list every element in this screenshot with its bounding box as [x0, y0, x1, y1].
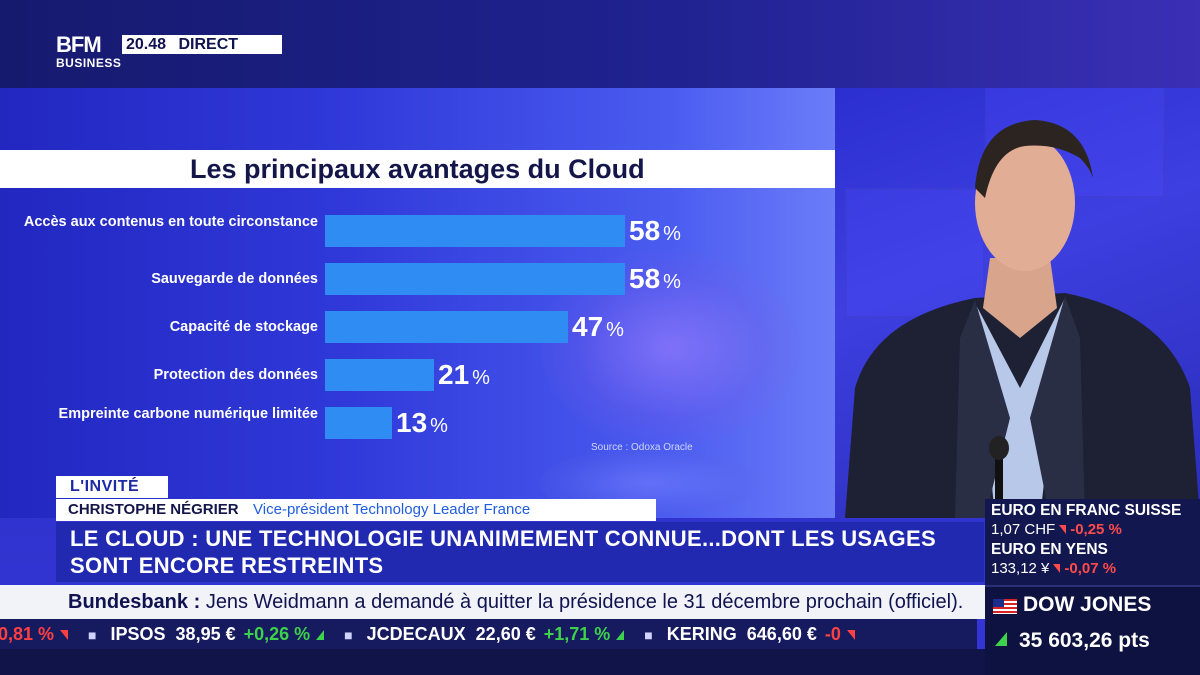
- bar-value-label: 21%: [438, 359, 490, 394]
- guest-nameplate: CHRISTOPHE NÉGRIER Vice-président Techno…: [56, 499, 656, 521]
- bar-label: Accès aux contenus en toute circonstance: [23, 214, 318, 230]
- bar-value-unit: %: [430, 415, 448, 437]
- stock-ticker: -0,81 % ■ IPSOS 38,95 € +0,26 % ■ JCDECAUX 22,6…: [0, 619, 977, 649]
- down-arrow-icon: [60, 630, 69, 641]
- up-arrow-icon: [616, 630, 625, 641]
- stock-name: IPSOS: [110, 624, 166, 644]
- broadcast-time: 20.48: [126, 36, 167, 53]
- eur-jpy-value: 133,12 ¥: [991, 560, 1050, 577]
- bar-label: Capacité de stockage: [169, 319, 318, 335]
- stock-price: 646,60 €: [746, 624, 817, 644]
- eur-jpy-title: EURO EN YENS: [991, 541, 1108, 558]
- bar-value-label: 58%: [629, 215, 681, 250]
- chart-panel: Les principaux avantages du Cloud Accès …: [0, 88, 835, 518]
- clock-box: 20.48 DIRECT: [122, 35, 282, 54]
- bar-label: Empreinte carbone numérique limitée: [58, 406, 318, 422]
- logo-business-text: BUSINESS: [56, 56, 122, 70]
- stock-change: +0,26 %: [243, 624, 311, 644]
- bar-value-number: 21: [438, 359, 470, 390]
- bar: [325, 263, 625, 295]
- bar-value-unit: %: [472, 367, 490, 389]
- markets-divider: [985, 585, 1200, 587]
- top-band: BFM BUSINESS 20.48 DIRECT: [0, 0, 1200, 88]
- dow-jones-box: DOW JONES 35 603,26 pts: [985, 587, 1200, 675]
- bar-value-number: 58: [629, 215, 661, 246]
- bottom-strip: [0, 649, 985, 675]
- news-ticker-source: Bundesbank :: [68, 591, 201, 613]
- bar-label: Sauvegarde de données: [151, 271, 318, 287]
- bar: [325, 215, 625, 247]
- bar-label: Protection des données: [153, 367, 318, 383]
- guest-role: Vice-président Technology Leader France: [253, 501, 531, 518]
- news-ticker-text: Jens Weidmann a demandé à quitter la pré…: [205, 591, 964, 613]
- bar: [325, 407, 392, 439]
- studio-video: [835, 88, 1200, 518]
- up-arrow-icon: [995, 632, 1007, 646]
- bar-value-label: 13%: [396, 407, 448, 442]
- dow-jones-value: 35 603,26 pts: [1019, 629, 1150, 652]
- guest-name: CHRISTOPHE NÉGRIER: [68, 501, 239, 518]
- bar-value-number: 13: [396, 407, 428, 438]
- ticker-separator-icon: ■: [88, 627, 97, 643]
- channel-logo: BFM BUSINESS: [56, 32, 122, 74]
- live-label: DIRECT: [178, 36, 239, 53]
- stock-price: 38,95 €: [175, 624, 236, 644]
- eur-chf-row: 1,07 CHF -0,25 %: [991, 521, 1122, 538]
- down-arrow-icon: [1059, 525, 1067, 534]
- bar: [325, 359, 434, 391]
- eur-chf-title: EURO EN FRANC SUISSE: [991, 502, 1182, 519]
- bar-value-number: 58: [629, 263, 661, 294]
- eur-jpy-change: -0,07 %: [1064, 560, 1117, 577]
- bar-value-unit: %: [606, 319, 624, 341]
- up-arrow-icon: [316, 630, 325, 641]
- stock-change: +1,71 %: [543, 624, 611, 644]
- bar: [325, 311, 568, 343]
- eur-chf-value: 1,07 CHF: [991, 521, 1056, 538]
- bar-value-label: 47%: [572, 311, 624, 346]
- chart-source: Source : Odoxa Oracle: [591, 442, 693, 453]
- stock-name: KERING: [666, 624, 737, 644]
- stock-change: -0: [824, 624, 841, 644]
- eur-jpy-row: 133,12 ¥ -0,07 %: [991, 560, 1116, 577]
- news-ticker: Bundesbank : Jens Weidmann a demandé à q…: [0, 585, 985, 619]
- dow-jones-title: DOW JONES: [1023, 593, 1152, 616]
- stock-name: JCDECAUX: [366, 624, 466, 644]
- bar-value-unit: %: [663, 271, 681, 293]
- headline-banner: LE CLOUD : UNE TECHNOLOGIE UNANIMEMENT C…: [56, 522, 984, 582]
- markets-panel: EURO EN FRANC SUISSE 1,07 CHF -0,25 % EUR…: [985, 499, 1200, 675]
- bar-value-number: 47: [572, 311, 604, 342]
- down-arrow-icon: [1053, 564, 1061, 573]
- guest-tag: L'INVITÉ: [56, 476, 168, 498]
- eur-chf-change: -0,25 %: [1070, 521, 1122, 538]
- down-arrow-icon: [846, 630, 855, 641]
- ticker-separator-icon: ■: [644, 627, 653, 643]
- stock-price: 22,60 €: [475, 624, 536, 644]
- bar-value-unit: %: [663, 223, 681, 245]
- chart-title: Les principaux avantages du Cloud: [0, 150, 835, 188]
- us-flag-icon: [993, 599, 1017, 614]
- guest-portrait: [845, 120, 1200, 518]
- headline-line-2: SONT ENCORE RESTREINTS: [70, 553, 384, 578]
- ticker-separator-icon: ■: [344, 627, 353, 643]
- headline-line-1: LE CLOUD : UNE TECHNOLOGIE UNANIMEMENT C…: [70, 526, 936, 551]
- bar-value-label: 58%: [629, 263, 681, 298]
- logo-bfm-text: BFM: [56, 32, 102, 57]
- studio-panel: [845, 188, 985, 318]
- stock-change: -0,81 %: [0, 624, 55, 644]
